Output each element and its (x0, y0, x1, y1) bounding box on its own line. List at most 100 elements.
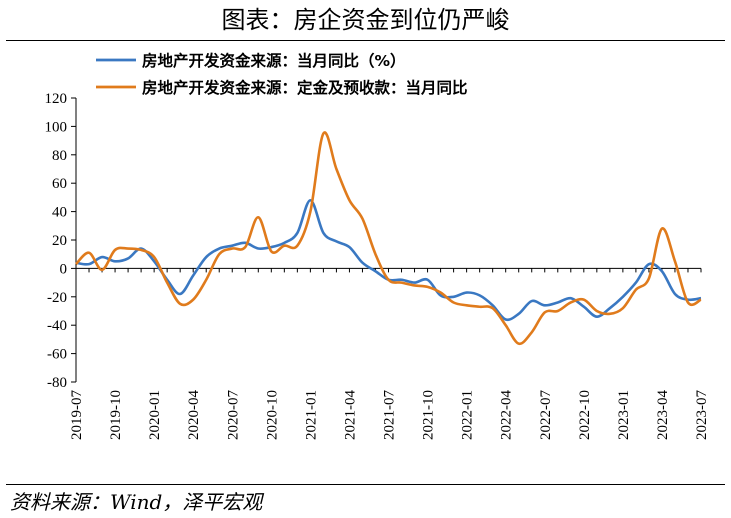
series-2-point (388, 279, 390, 281)
series-2-point (635, 289, 637, 291)
series-2-point (75, 263, 77, 265)
x-tick-label: 2022-10 (577, 390, 593, 440)
series-1-point (427, 279, 429, 281)
series-1-point (466, 292, 468, 294)
series-1-point (127, 258, 129, 260)
series-2-point (166, 282, 168, 284)
series-2-point (440, 292, 442, 294)
series-1-point (531, 300, 533, 302)
series-2-point (192, 299, 194, 301)
series-2-point (218, 253, 220, 255)
series-2-point (661, 228, 663, 230)
series-2-point (231, 248, 233, 250)
y-tick-label: 40 (52, 205, 67, 221)
series-1-point (231, 245, 233, 247)
series-2-point (349, 199, 351, 201)
x-tick-label: 2022-01 (460, 390, 476, 440)
y-tick-label: 20 (52, 233, 67, 249)
series-2-point (570, 302, 572, 304)
series-1-point (557, 302, 559, 304)
series-1-point (583, 306, 585, 308)
series-1-point (114, 260, 116, 262)
series-2-point (557, 310, 559, 312)
x-tick-label: 2023-07 (694, 390, 710, 440)
series-2-point (309, 211, 311, 213)
source-note: 资料来源：Wind，泽平宏观 (10, 490, 263, 514)
series-1-point (570, 297, 572, 299)
series-2-point (283, 245, 285, 247)
series-1-point (674, 293, 676, 295)
series-2-point (153, 256, 155, 258)
x-tick-label: 2022-07 (538, 390, 554, 440)
series-2-point (687, 302, 689, 304)
series-1-point (661, 270, 663, 272)
series-2-point (205, 279, 207, 281)
x-tick-label: 2021-07 (382, 390, 398, 440)
series-2-point (375, 253, 377, 255)
series-1-point (492, 304, 494, 306)
series-2-point (88, 252, 90, 254)
series-1-point (192, 275, 194, 277)
x-tick-label: 2020-01 (147, 390, 163, 440)
y-tick-label: -60 (47, 347, 67, 363)
series-1-point (518, 313, 520, 315)
x-tick-label: 2020-04 (186, 390, 202, 440)
series-1-point (336, 241, 338, 243)
series-1-point (635, 282, 637, 284)
series-2-point (505, 324, 507, 326)
series-2-point (427, 286, 429, 288)
series-2-point (518, 343, 520, 345)
series-2-point (622, 307, 624, 309)
title-top-rule (6, 40, 725, 41)
series-2-point (336, 168, 338, 170)
x-tick-label: 2021-10 (421, 390, 437, 440)
series-2-point (414, 285, 416, 287)
series-1-point (362, 262, 364, 264)
x-tick-label: 2022-04 (499, 390, 515, 440)
series-2-point (127, 248, 129, 250)
y-tick-label: 120 (45, 91, 68, 107)
y-tick-label: -40 (47, 318, 67, 334)
x-tick-label: 2023-04 (655, 390, 671, 440)
series-1-point (296, 232, 298, 234)
x-tick-label: 2020-10 (264, 390, 280, 440)
series-line-1 (75, 198, 702, 322)
series-1-point (544, 304, 546, 306)
legend-label-series-1: 房地产开发资金来源：当月同比（%） (142, 51, 406, 70)
y-tick-label: 0 (60, 261, 68, 277)
series-1-point (218, 248, 220, 250)
series-2-point (531, 331, 533, 333)
series-1-point (375, 270, 377, 272)
series-1-point (323, 232, 325, 234)
series-2-point (453, 302, 455, 304)
series-1-point (401, 279, 403, 281)
x-tick-label: 2021-01 (303, 390, 319, 440)
x-tick-label: 2021-04 (342, 390, 358, 440)
series-2-point (323, 133, 325, 135)
series-2-point (270, 250, 272, 252)
series-1-point (479, 294, 481, 296)
series-1-point (179, 293, 181, 295)
series-2-point (700, 299, 702, 301)
series-2-point (101, 269, 103, 271)
y-tick-label: 80 (52, 148, 67, 164)
y-tick-label: 100 (45, 119, 68, 135)
legend-label-series-2: 房地产开发资金来源：定金及预收款：当月同比 (142, 78, 468, 97)
series-2-point (492, 307, 494, 309)
series-1-point (505, 319, 507, 321)
series-1-point (88, 263, 90, 265)
x-tick-label: 2020-07 (225, 390, 241, 440)
series-1-point (622, 296, 624, 298)
series-1-point (440, 294, 442, 296)
y-tick-label: 60 (52, 176, 67, 192)
series-line-2 (75, 131, 702, 346)
series-1-point (205, 256, 207, 258)
series-1-point (609, 307, 611, 309)
series-1-point (349, 246, 351, 248)
y-tick-label: -20 (47, 290, 67, 306)
series-2-point (114, 249, 116, 251)
series-2-point (479, 306, 481, 308)
chart-title: 图表：房企资金到位仍严峻 (221, 6, 510, 34)
series-1-point (283, 242, 285, 244)
